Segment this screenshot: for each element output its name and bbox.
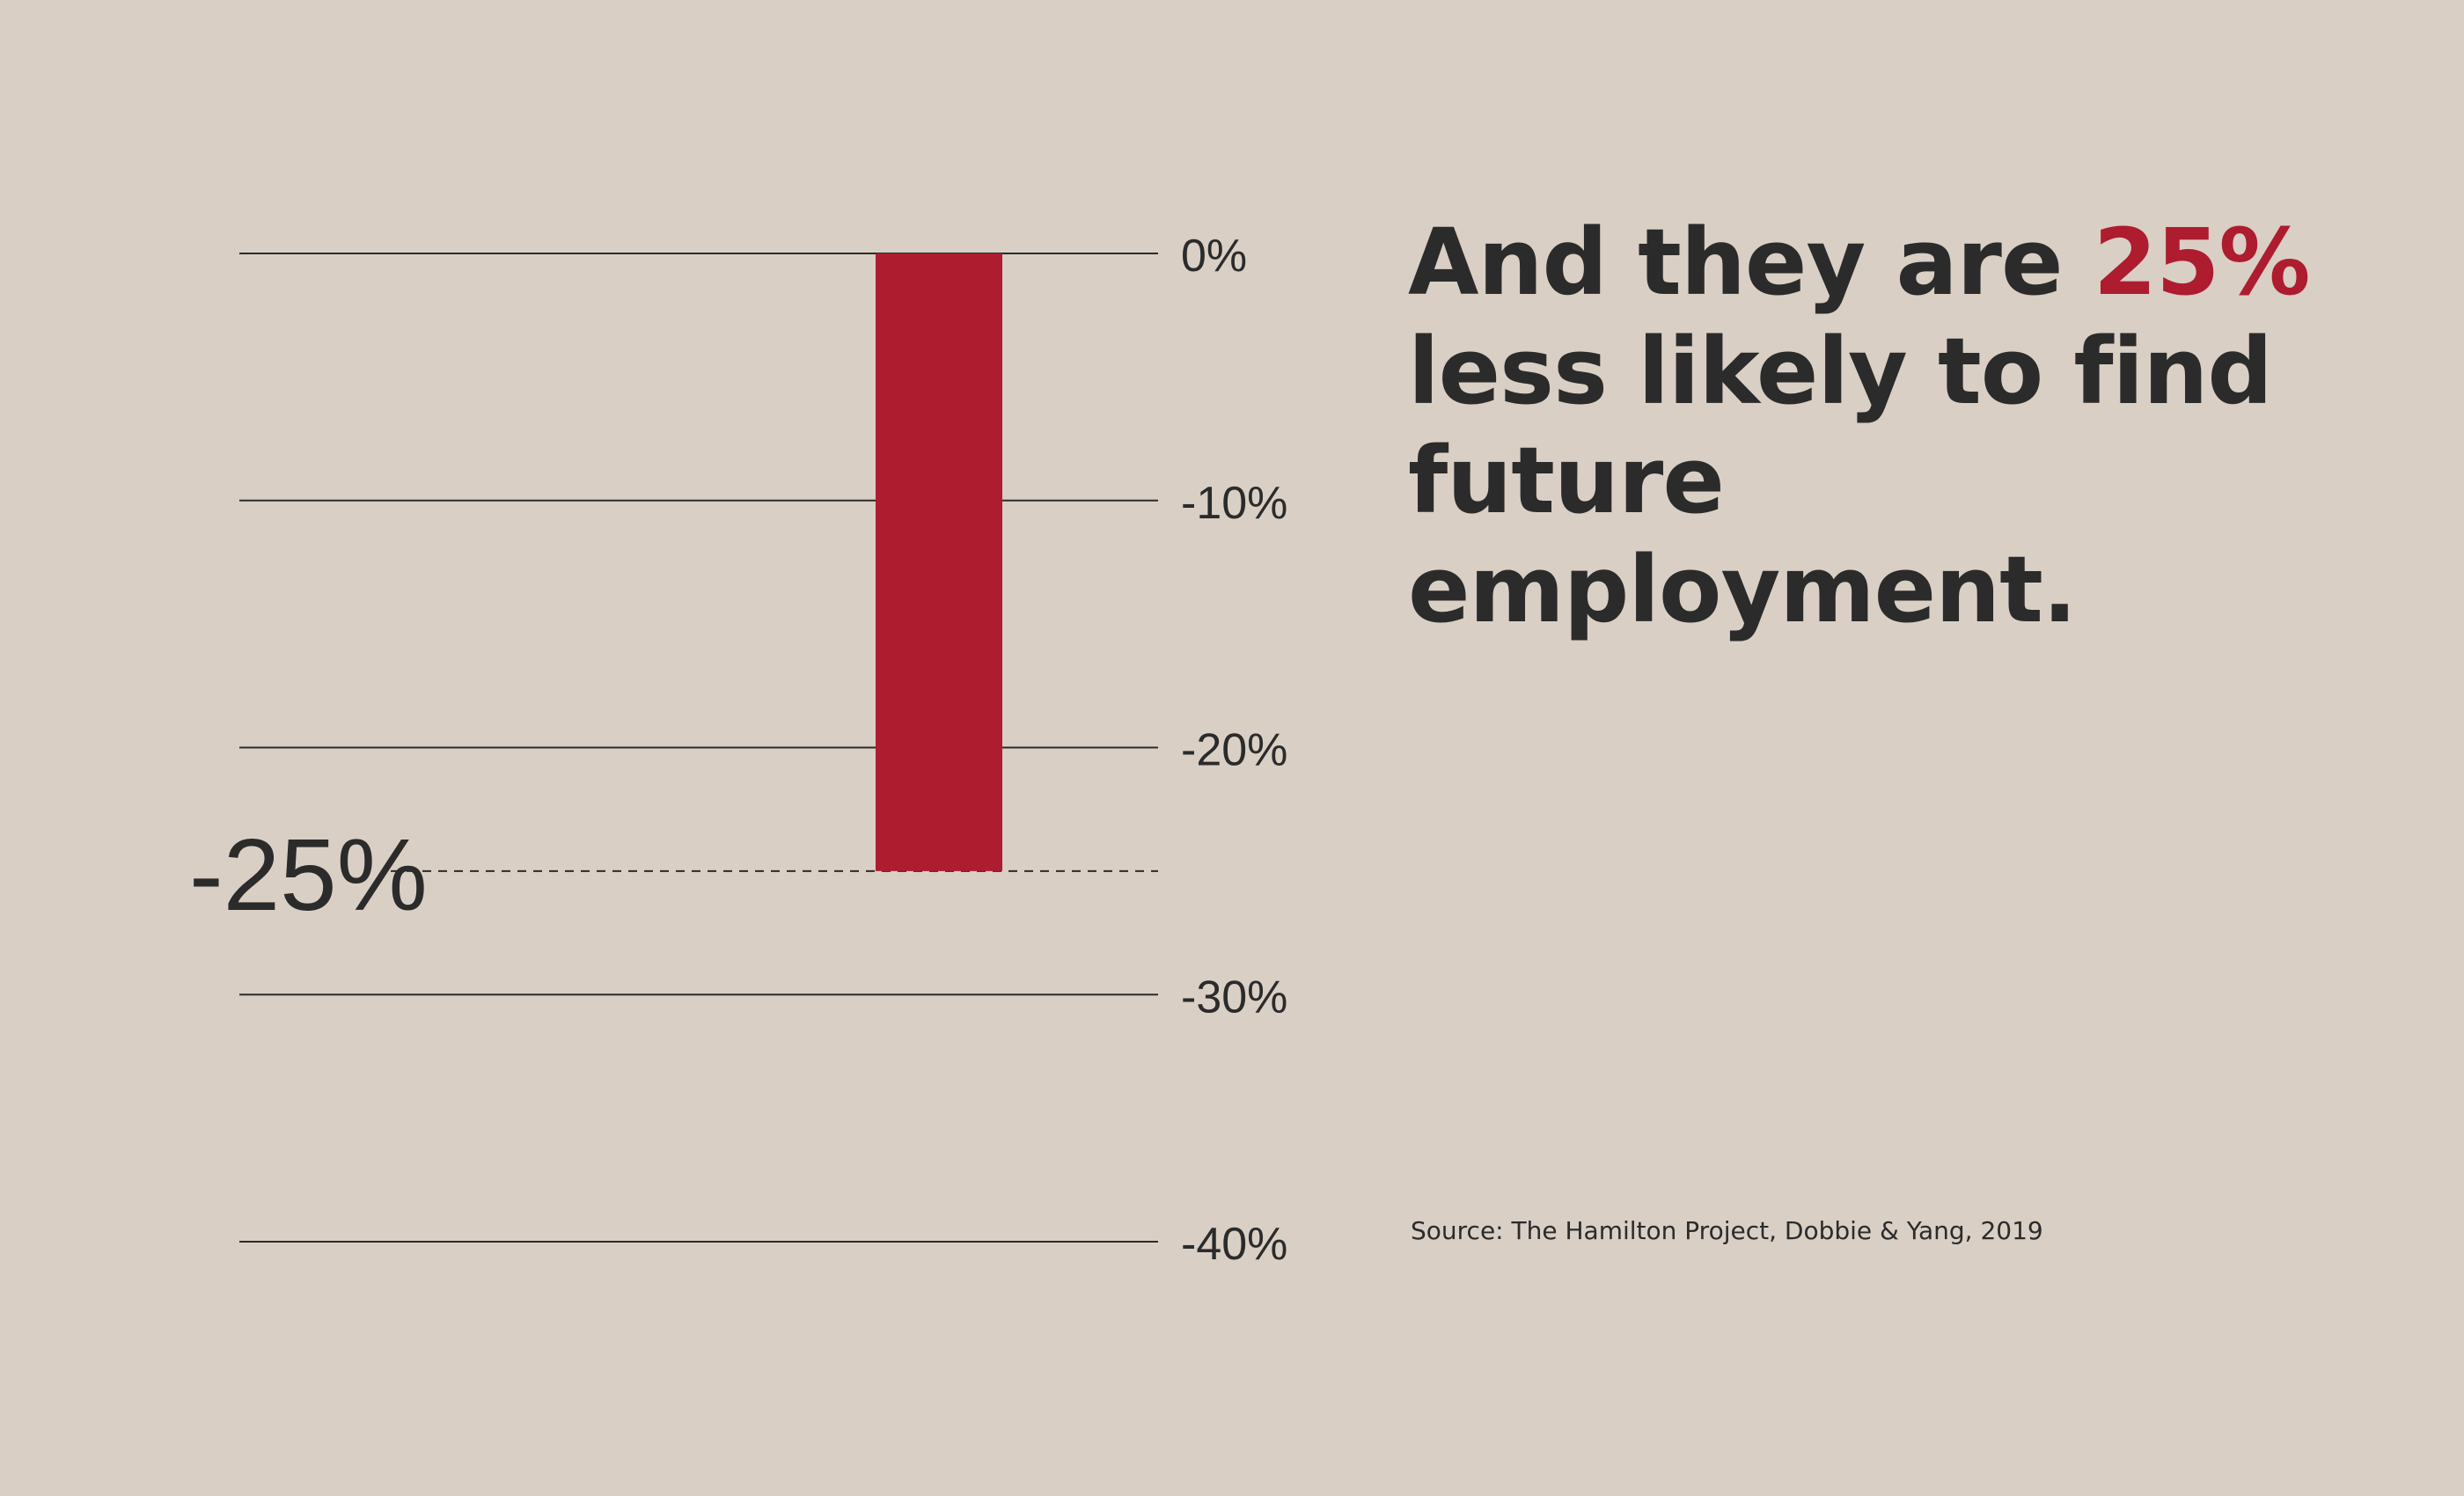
headline-pre: And they are: [1408, 209, 2063, 316]
tick-labels: 0% -10% -20% -30% -40% -25%: [189, 231, 1287, 1270]
y-tick-label: -40%: [1181, 1219, 1287, 1270]
headline-accent: 25%: [2093, 209, 2311, 316]
y-tick-label: -20%: [1181, 725, 1287, 776]
bar-0: [876, 253, 1002, 871]
y-tick-label: -30%: [1181, 972, 1287, 1023]
bars: [876, 253, 1002, 871]
y-tick-label: 0%: [1181, 231, 1247, 282]
headline: And they are 25% less likely to find futu…: [1408, 208, 2394, 644]
source-note: Source: The Hamilton Project, Dobbie & Y…: [1411, 1216, 2043, 1245]
headline-post: less likely to find future employment.: [1408, 318, 2273, 643]
grid-lines: [239, 253, 1158, 1243]
highlight-value-label: -25%: [189, 818, 428, 932]
y-tick-label: -10%: [1181, 478, 1287, 529]
bar-chart: 0% -10% -20% -30% -40% -25%: [189, 231, 1287, 1270]
